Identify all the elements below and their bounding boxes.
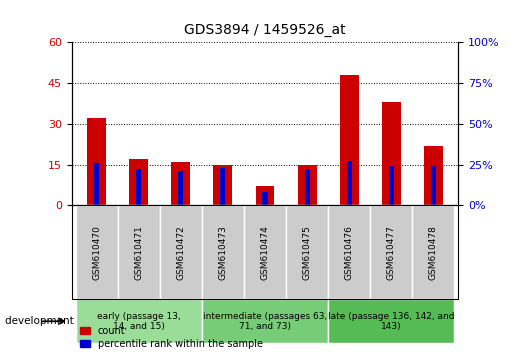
- Text: GSM610475: GSM610475: [303, 225, 312, 280]
- Text: GDS3894 / 1459526_at: GDS3894 / 1459526_at: [184, 23, 346, 37]
- Text: GSM610474: GSM610474: [261, 225, 269, 280]
- Text: GSM610476: GSM610476: [344, 225, 354, 280]
- Text: GSM610471: GSM610471: [134, 225, 143, 280]
- Bar: [424, 145, 443, 205]
- Bar: [431, 166, 436, 205]
- Bar: [255, 186, 275, 205]
- Text: development stage: development stage: [5, 316, 107, 326]
- Bar: [87, 119, 106, 205]
- Legend: count, percentile rank within the sample: count, percentile rank within the sample: [76, 322, 267, 353]
- Bar: [340, 75, 359, 205]
- Bar: [171, 162, 190, 205]
- Text: GSM610470: GSM610470: [92, 225, 101, 280]
- Text: GSM610472: GSM610472: [176, 225, 186, 280]
- Text: GSM610473: GSM610473: [218, 225, 227, 280]
- Bar: [297, 165, 316, 205]
- Bar: [305, 170, 310, 205]
- Bar: [262, 192, 268, 205]
- Bar: [94, 163, 99, 205]
- Bar: [136, 170, 142, 205]
- Bar: [214, 165, 233, 205]
- Bar: [179, 171, 183, 205]
- Bar: [388, 166, 394, 205]
- Text: GSM610478: GSM610478: [429, 225, 438, 280]
- Bar: [220, 168, 225, 205]
- Bar: [129, 159, 148, 205]
- Bar: [347, 161, 351, 205]
- Text: GSM610477: GSM610477: [387, 225, 396, 280]
- Text: early (passage 13,
14, and 15): early (passage 13, 14, and 15): [97, 312, 181, 331]
- Text: late (passage 136, 142, and
143): late (passage 136, 142, and 143): [328, 312, 454, 331]
- Bar: [382, 102, 401, 205]
- Text: intermediate (passages 63,
71, and 73): intermediate (passages 63, 71, and 73): [203, 312, 327, 331]
